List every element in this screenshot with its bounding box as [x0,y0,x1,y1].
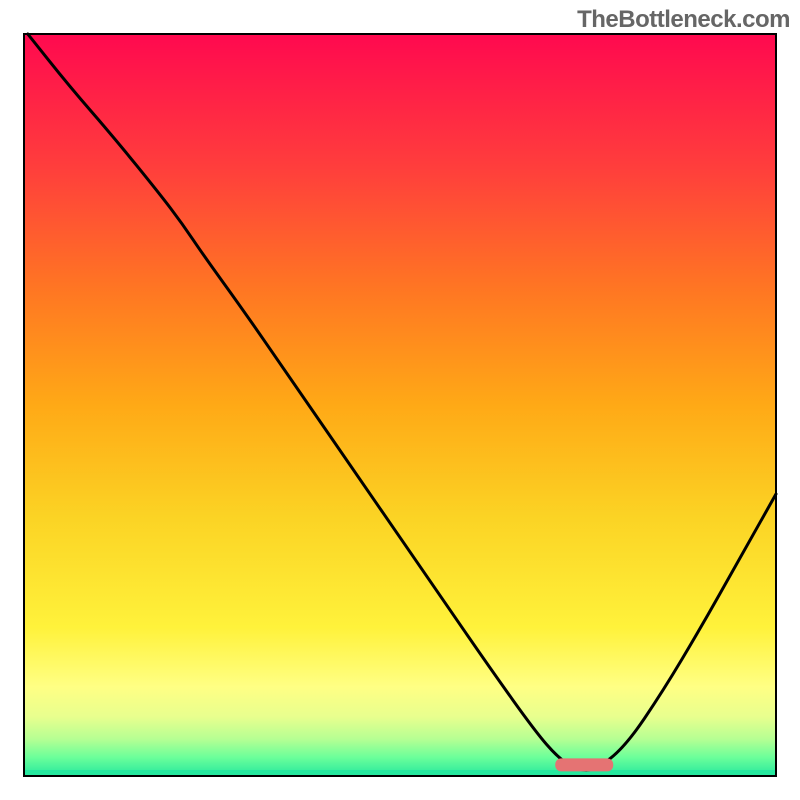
optimal-marker [555,758,613,771]
plot-background [24,34,776,776]
watermark-text: TheBottleneck.com [577,6,790,34]
chart-container: TheBottleneck.com [0,0,800,800]
bottleneck-chart [0,0,800,800]
